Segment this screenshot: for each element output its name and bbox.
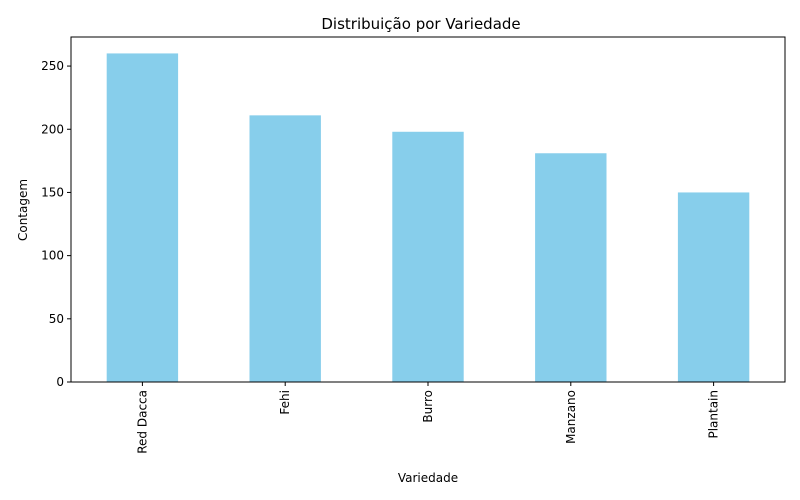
y-tick-label: 200 <box>41 122 64 136</box>
bar-red-dacca <box>106 53 179 383</box>
bar-burro <box>392 131 464 382</box>
x-axis: Red Dacca Fehi Burro Manzano Plantain <box>135 382 721 454</box>
x-tick-label: Burro <box>421 390 435 423</box>
bar-manzano <box>535 153 607 382</box>
plot-frame <box>70 36 786 383</box>
y-tick-label: 100 <box>41 249 64 263</box>
bar-plantain <box>677 192 750 382</box>
y-tick-label: 50 <box>49 312 64 326</box>
x-tick-label: Red Dacca <box>135 390 149 454</box>
bars-layer <box>106 53 750 383</box>
y-axis: 0 50 100 150 200 250 <box>41 59 71 389</box>
x-tick-label: Fehi <box>278 390 292 415</box>
x-tick-label: Manzano <box>564 390 578 444</box>
chart-title: Distribuição por Variedade <box>321 15 520 33</box>
x-tick-label: Plantain <box>707 390 721 439</box>
y-axis-label: Contagem <box>16 179 30 241</box>
y-tick-label: 250 <box>41 59 64 73</box>
y-tick-label: 150 <box>41 185 64 199</box>
x-axis-label: Variedade <box>398 471 458 485</box>
y-tick-label: 0 <box>56 375 64 389</box>
bar-fehi <box>249 115 321 382</box>
